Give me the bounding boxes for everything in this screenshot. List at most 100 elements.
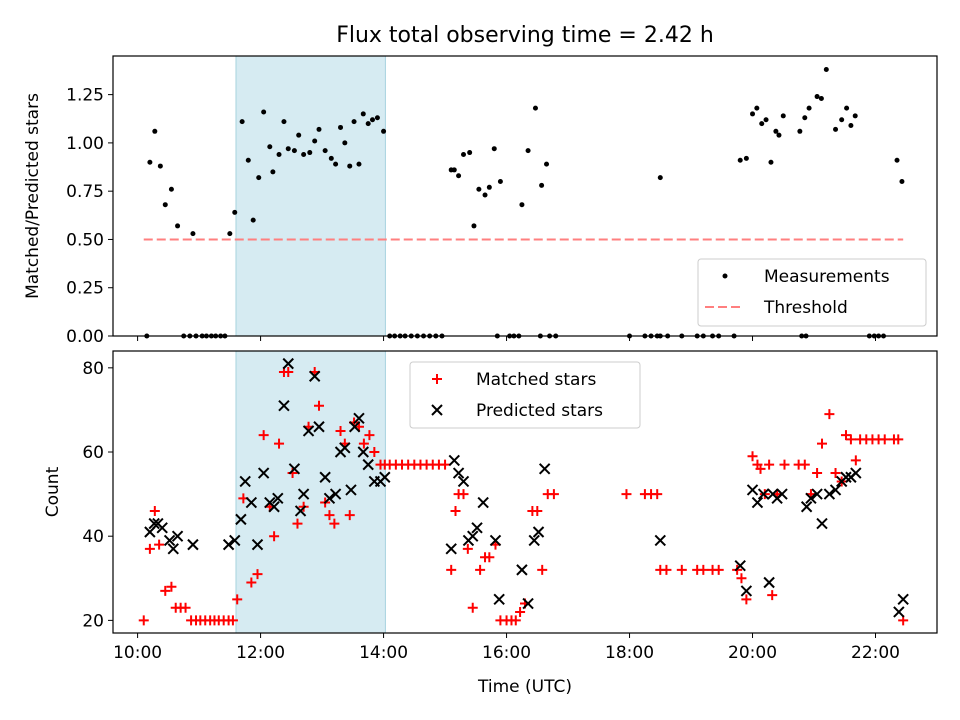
bottom-y-tick-label: 80 xyxy=(82,359,104,379)
measurement-point xyxy=(232,209,238,215)
measurement-point xyxy=(261,109,267,115)
measurement-point xyxy=(743,155,749,161)
measurement-point xyxy=(471,223,477,229)
predicted-star-point xyxy=(353,412,365,425)
measurement-point xyxy=(365,121,371,127)
predicted-star-point xyxy=(339,442,351,454)
bottom-series-1 xyxy=(138,367,909,626)
matched-star-point xyxy=(335,425,346,436)
matched-star-point xyxy=(713,564,724,575)
measurement-point xyxy=(296,132,302,138)
matched-star-point xyxy=(344,510,355,521)
matched-star-point xyxy=(450,505,461,516)
predicted-star-point xyxy=(893,606,905,618)
predicted-star-point xyxy=(282,357,294,370)
predicted-star-point xyxy=(319,471,331,483)
predicted-star-point xyxy=(187,538,199,551)
measurement-point xyxy=(157,163,163,169)
predicted-star-point xyxy=(245,496,258,509)
predicted-star-point xyxy=(740,585,753,597)
matched-star-point xyxy=(252,569,263,580)
measurement-point xyxy=(316,126,322,132)
chart-title: Flux total observing time = 2.42 h xyxy=(336,23,714,48)
measurement-point xyxy=(381,128,387,134)
measurement-point xyxy=(833,126,839,132)
predicted-star-point xyxy=(493,593,505,606)
matched-star-point xyxy=(166,581,177,592)
predicted-star-point xyxy=(294,505,307,517)
predicted-star-point xyxy=(734,559,746,572)
matched-star-point xyxy=(799,459,810,470)
predicted-star-point xyxy=(222,538,235,551)
matched-star-point xyxy=(698,564,709,575)
legend-marker-predicted xyxy=(431,404,443,416)
matched-star-point xyxy=(364,430,375,441)
top-highlight-span xyxy=(235,55,386,337)
matched-star-point xyxy=(358,438,369,449)
matched-star-point xyxy=(369,447,380,458)
predicted-star-point xyxy=(489,534,502,547)
bottom-y-tick-label: 20 xyxy=(82,611,104,631)
predicted-star-point xyxy=(816,517,828,530)
predicted-star-point xyxy=(776,488,788,500)
measurement-point xyxy=(328,155,334,161)
matched-star-point xyxy=(144,543,155,554)
measurement-point xyxy=(823,67,829,73)
matched-star-point xyxy=(475,564,486,575)
measurement-point xyxy=(152,128,158,134)
predicted-star-point xyxy=(257,467,270,479)
measurement-point xyxy=(839,117,845,123)
predicted-star-point xyxy=(239,475,251,488)
measurement-point xyxy=(347,163,353,169)
legend-marker-measurements xyxy=(722,273,728,279)
matched-star-point xyxy=(467,602,478,613)
predicted-star-point xyxy=(163,534,176,547)
predicted-star-point xyxy=(467,530,479,542)
predicted-star-point xyxy=(746,484,759,496)
predicted-star-point xyxy=(805,492,817,505)
matched-star-point xyxy=(180,602,191,613)
matched-star-point xyxy=(741,594,752,605)
bottom-legend-box xyxy=(409,361,641,429)
measurement-point xyxy=(539,182,545,188)
predicted-star-point xyxy=(763,576,775,589)
matched-star-point xyxy=(484,552,495,563)
legend-label-predicted-stars: Predicted stars xyxy=(476,401,603,421)
matched-star-point xyxy=(850,455,861,466)
matched-star-point xyxy=(324,510,335,521)
measurement-point xyxy=(754,105,760,111)
predicted-star-point xyxy=(251,538,264,551)
predicted-star-point xyxy=(171,530,184,542)
top-y-axis-label: Matched/Predicted stars xyxy=(23,93,43,299)
measurement-point xyxy=(276,151,282,157)
predicted-star-point xyxy=(362,458,374,471)
top-panel-ratio: 0.00 0.25 0.50 0.75 1.00 1.25 Measurements Thr… xyxy=(23,55,938,347)
matched-star-point xyxy=(621,489,632,500)
measurement-point xyxy=(301,151,307,157)
predicted-star-point xyxy=(811,488,823,500)
predicted-star-point xyxy=(840,471,852,483)
matched-star-point xyxy=(830,468,841,479)
measurement-point xyxy=(818,95,824,101)
bottom-series-2 xyxy=(144,357,909,618)
matched-star-point xyxy=(532,505,543,516)
predicted-star-point xyxy=(323,492,336,505)
measurement-point xyxy=(467,150,473,156)
predicted-star-point xyxy=(357,446,369,458)
matched-star-point xyxy=(812,468,823,479)
measurement-point xyxy=(544,161,550,167)
measurement-point xyxy=(374,115,380,121)
measurement-point xyxy=(532,105,538,111)
measurement-point xyxy=(456,173,462,179)
predicted-star-point xyxy=(167,543,179,555)
predicted-star-point xyxy=(829,484,842,496)
measurement-point xyxy=(737,157,743,163)
bottom-axes-frame xyxy=(112,350,938,634)
predicted-star-point xyxy=(156,522,168,534)
matched-star-point xyxy=(292,518,303,529)
measurement-point xyxy=(162,202,168,208)
matched-star-point xyxy=(767,590,778,601)
measurement-point xyxy=(270,169,276,175)
measurement-point xyxy=(245,157,251,163)
